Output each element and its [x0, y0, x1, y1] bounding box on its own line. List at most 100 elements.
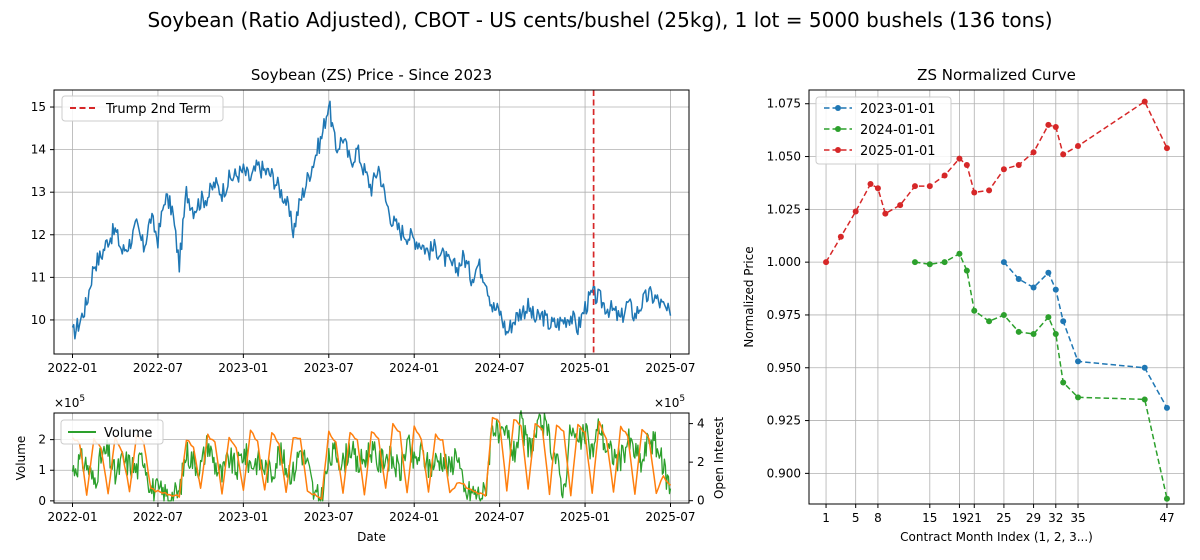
- curve-point: [956, 250, 963, 257]
- curve-point: [1000, 166, 1007, 173]
- price-y-tick-label: 15: [31, 100, 46, 114]
- curve-point: [941, 259, 948, 266]
- price-y-tick-label: 14: [31, 143, 46, 157]
- curve-y-tick-label: 0.900: [767, 466, 801, 480]
- curve-point: [1045, 314, 1052, 321]
- curve-y-tick-label: 0.950: [767, 361, 801, 375]
- figure-title: Soybean (Ratio Adjusted), CBOT - US cent…: [147, 8, 1052, 32]
- curve-point: [874, 185, 881, 192]
- price-x-tick-label: 2022-07: [133, 361, 183, 375]
- volume-x-tick-label: 2022-01: [47, 510, 97, 524]
- legend-volume-label: Volume: [104, 426, 152, 441]
- legend-label-2023-01-01: 2023-01-01: [860, 102, 936, 117]
- curve-point: [1030, 330, 1037, 337]
- curve-y-tick-label: 1.075: [767, 97, 801, 111]
- curve-point: [971, 189, 978, 196]
- price-x-tick-label: 2022-01: [47, 361, 97, 375]
- curve-point: [1052, 286, 1059, 293]
- curve-point: [1015, 328, 1022, 335]
- volume-y-tick-label: 2: [38, 433, 46, 447]
- curve-point: [1163, 145, 1170, 152]
- curve-point: [1030, 149, 1037, 156]
- curve-x-tick-label: 5: [852, 511, 860, 525]
- volume-x-label: Date: [357, 530, 386, 544]
- curve-point: [986, 318, 993, 325]
- open-interest-multiplier: ×105: [654, 394, 685, 410]
- volume-x-tick-label: 2023-07: [304, 510, 354, 524]
- volume-x-tick-label: 2024-01: [389, 510, 439, 524]
- curve-y-label: Normalized Price: [742, 246, 756, 347]
- curve-y-tick-label: 0.975: [767, 308, 801, 322]
- price-chart-title: Soybean (ZS) Price - Since 2023: [251, 66, 492, 84]
- curve-x-tick-label: 47: [1159, 511, 1174, 525]
- curve-x-tick-label: 32: [1048, 511, 1063, 525]
- volume-y-tick-label: 1: [38, 463, 46, 477]
- volume-x-tick-label: 2025-01: [560, 510, 610, 524]
- curve-point: [852, 208, 859, 215]
- curve-point: [1163, 404, 1170, 411]
- curve-point: [897, 202, 904, 209]
- volume-x-tick-label: 2023-01: [218, 510, 268, 524]
- price-x-tick-label: 2025-01: [560, 361, 610, 375]
- curve-point: [867, 180, 874, 187]
- curve-line-2024-01-01: [914, 252, 1168, 499]
- curve-x-tick-label: 21: [967, 511, 982, 525]
- curve-point: [1141, 364, 1148, 371]
- price-line: [71, 100, 672, 340]
- open-interest-y-tick-label: 0: [697, 494, 705, 508]
- volume-y-tick-label: 0: [38, 494, 46, 508]
- price-legend: Trump 2nd Term: [61, 95, 224, 122]
- curve-point: [1075, 394, 1082, 401]
- curve-legend: 2023-01-01 2024-01-01 2025-01-01: [815, 96, 952, 165]
- open-interest-line: [71, 416, 672, 500]
- curve-chart-title: ZS Normalized Curve: [917, 66, 1076, 84]
- curve-point: [837, 233, 844, 240]
- curve-point: [986, 187, 993, 194]
- curve-point: [926, 183, 933, 190]
- price-y-tick-label: 13: [31, 185, 46, 199]
- curve-x-tick-label: 8: [874, 511, 882, 525]
- curve-y-tick-label: 1.025: [767, 202, 801, 216]
- price-x-tick-label: 2023-07: [304, 361, 354, 375]
- volume-x-tick-label: 2025-07: [645, 510, 695, 524]
- curve-point: [1015, 161, 1022, 168]
- price-y-tick-label: 10: [31, 313, 46, 327]
- curve-x-tick-label: 25: [996, 511, 1011, 525]
- curve-point: [882, 210, 889, 217]
- open-interest-y-label: Open Interest: [712, 417, 726, 499]
- curve-y-tick-label: 0.925: [767, 414, 801, 428]
- curve-point: [1052, 123, 1059, 130]
- curve-point: [823, 259, 830, 266]
- curve-point: [1141, 98, 1148, 105]
- price-y-tick-label: 12: [31, 228, 46, 242]
- open-interest-y-tick-label: 2: [697, 455, 705, 469]
- curve-point: [911, 183, 918, 190]
- curve-x-tick-label: 15: [922, 511, 937, 525]
- curve-point: [1075, 358, 1082, 365]
- legend-trump-label: Trump 2nd Term: [105, 102, 211, 117]
- curve-x-tick-label: 35: [1070, 511, 1085, 525]
- curve-x-tick-label: 1: [822, 511, 830, 525]
- curve-point: [1060, 318, 1067, 325]
- curve-x-tick-label: 29: [1026, 511, 1041, 525]
- curve-point: [1015, 276, 1022, 283]
- curve-chart: 1 5 8 15 19 21 25 29 32 35 470.9000.9250.9500.9751…: [742, 66, 1185, 544]
- curve-point: [963, 267, 970, 274]
- curve-point: [1045, 269, 1052, 276]
- volume-chart: 2022-01 2022-07 2023-01 2023-07 2024-01 2024-…: [14, 394, 726, 544]
- curve-y-tick-label: 1.000: [767, 255, 801, 269]
- price-chart: 2022-01 2022-07 2023-01 2023-07 2024-01 2024-…: [31, 66, 696, 375]
- curve-point: [1060, 379, 1067, 386]
- price-x-tick-label: 2024-01: [389, 361, 439, 375]
- curve-point: [1163, 495, 1170, 502]
- curve-point: [1141, 396, 1148, 403]
- curve-point: [926, 261, 933, 268]
- price-x-tick-label: 2023-01: [218, 361, 268, 375]
- curve-point: [1030, 284, 1037, 291]
- curve-point: [1060, 151, 1067, 158]
- curve-series-2025-01-01: [823, 98, 1170, 266]
- curve-series-2024-01-01: [911, 250, 1170, 502]
- curve-point: [1045, 121, 1052, 128]
- curve-point: [1000, 259, 1007, 266]
